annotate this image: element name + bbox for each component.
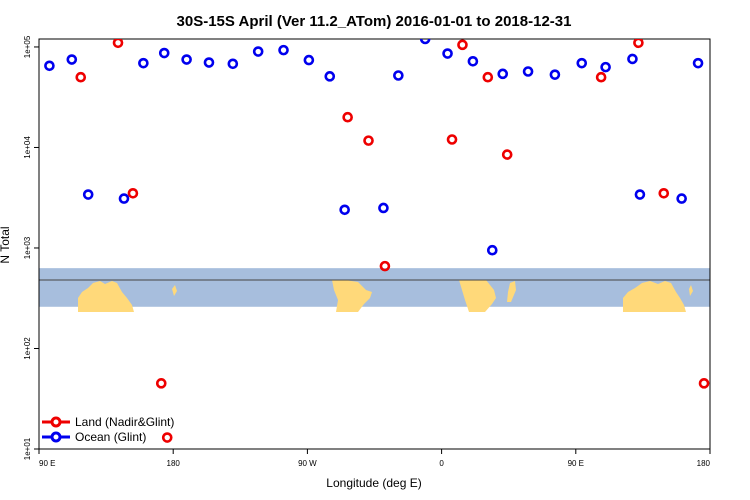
data-point: [278, 44, 289, 56]
data-point: [595, 71, 607, 83]
data-point: [303, 54, 315, 66]
data-point: [339, 204, 350, 216]
data-point: [118, 193, 130, 204]
map-land: [78, 280, 693, 312]
data-point: [497, 68, 509, 80]
data-point: [501, 149, 513, 160]
data-point: [158, 47, 170, 59]
legend-marker-ocean: [50, 431, 62, 443]
data-point: [324, 71, 336, 82]
chart-title: 30S-15S April (Ver 11.2_ATom) 2016-01-01…: [177, 13, 572, 30]
data-point: [457, 39, 468, 51]
data-point: [342, 111, 353, 123]
plot-frame: [38, 38, 711, 450]
data-point: [227, 58, 239, 70]
legend: Land (Nadir&Glint) Ocean (Glint): [42, 415, 174, 444]
data-point: [419, 39, 431, 45]
legend-label-ocean: Ocean (Glint): [75, 430, 146, 444]
data-point: [442, 48, 453, 59]
data-point: [612, 25, 620, 33]
data-point: [93, 25, 101, 33]
y-tick-label: 1e+03: [23, 236, 32, 259]
data-point: [446, 134, 458, 145]
data-point: [698, 378, 710, 389]
data-point: [252, 46, 264, 57]
data-points: [44, 25, 720, 443]
data-point: [522, 66, 534, 77]
data-point: [600, 61, 611, 73]
x-tick-label: 180: [697, 459, 711, 468]
data-point: [127, 187, 139, 199]
data-point: [634, 189, 646, 200]
y-axis: 1e+01 1e+02 1e+03 1e+04 1e+05: [23, 35, 39, 460]
data-point: [692, 57, 704, 69]
data-point: [627, 53, 638, 65]
series-ocean: [44, 39, 720, 256]
x-tick-label: 90 E: [39, 459, 55, 468]
y-axis-label: N Total: [0, 226, 12, 263]
x-tick-label: 90 E: [568, 459, 584, 468]
data-point: [676, 193, 687, 204]
data-point: [378, 202, 389, 214]
data-point: [379, 260, 391, 272]
legend-marker-land: [50, 416, 62, 428]
legend-item-ocean: Ocean (Glint): [42, 430, 146, 444]
data-point: [75, 71, 87, 83]
data-point: [138, 57, 149, 69]
data-point: [486, 244, 498, 256]
data-point: [482, 71, 494, 83]
series-land: [75, 25, 710, 443]
x-tick-label: 90 W: [298, 459, 317, 468]
map-ocean: [39, 268, 710, 307]
data-point: [66, 54, 78, 65]
data-point: [44, 60, 55, 72]
y-tick-label: 1e+01: [23, 437, 32, 460]
data-point: [549, 69, 561, 80]
y-tick-label: 1e+02: [23, 337, 32, 360]
world-map-strip: [39, 268, 710, 312]
data-point: [161, 432, 173, 443]
legend-label-land: Land (Nadir&Glint): [75, 415, 174, 429]
x-axis-label: Longitude (deg E): [326, 476, 421, 490]
y-tick-label: 1e+05: [23, 35, 32, 58]
data-point: [658, 187, 670, 199]
data-point: [712, 49, 720, 57]
x-axis: 90 E 180 90 W 0 90 E 180: [38, 449, 711, 468]
data-point: [467, 55, 479, 67]
data-point: [181, 54, 192, 65]
data-point: [363, 135, 374, 146]
data-point: [112, 39, 124, 49]
data-point: [203, 57, 215, 68]
legend-item-land: Land (Nadir&Glint): [42, 415, 174, 429]
x-tick-label: 0: [439, 459, 444, 468]
data-point: [82, 189, 94, 200]
data-point: [155, 378, 167, 389]
data-point: [633, 39, 644, 49]
x-tick-label: 180: [167, 459, 181, 468]
data-point: [393, 70, 404, 81]
data-point: [576, 57, 588, 69]
y-tick-label: 1e+04: [23, 136, 32, 159]
